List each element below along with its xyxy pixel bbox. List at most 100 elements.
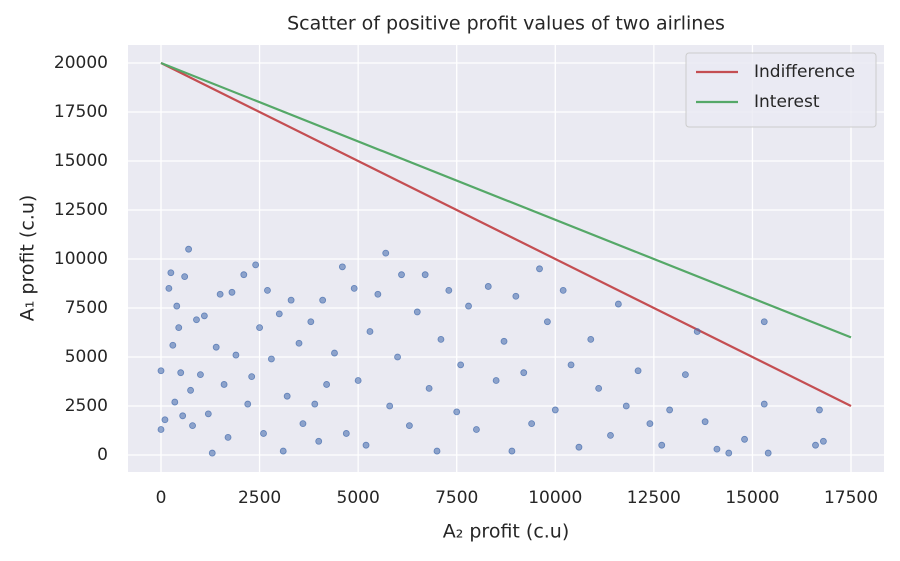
legend-label: Interest (754, 92, 820, 112)
scatter-point (374, 290, 382, 298)
scatter-point (622, 402, 630, 410)
scatter-point (595, 384, 603, 392)
scatter-point (200, 312, 208, 320)
y-tick-label: 0 (97, 445, 108, 465)
chart-title: Scatter of positive profit values of two… (287, 13, 725, 35)
x-tick-label: 5000 (337, 488, 380, 508)
scatter-point (819, 437, 827, 445)
scatter-point (299, 420, 307, 428)
y-tick-label: 7500 (65, 298, 108, 318)
scatter-point (268, 355, 275, 363)
scatter-point (193, 316, 200, 324)
scatter-point (260, 430, 267, 437)
scatter-point (701, 418, 709, 426)
scatter-point (607, 432, 614, 439)
y-tick-label: 5000 (65, 347, 108, 367)
scatter-point (760, 318, 768, 326)
scatter-point (354, 377, 362, 384)
scatter-point (197, 371, 204, 379)
scatter-point (275, 310, 283, 318)
scatter-point (536, 265, 543, 273)
scatter-point (175, 324, 183, 332)
x-axis-label: A₂ profit (c.u) (443, 521, 570, 543)
x-tick-label: 12500 (627, 488, 681, 508)
x-tick-label: 2500 (238, 488, 281, 508)
scatter-point (413, 308, 421, 316)
scatter-point (760, 400, 768, 408)
scatter-point (319, 296, 327, 304)
scatter-point (279, 447, 287, 455)
scatter-point (666, 406, 674, 414)
scatter-point (177, 369, 185, 377)
scatter-point (421, 271, 429, 279)
scatter-point (212, 343, 220, 351)
scatter-point (398, 271, 405, 279)
scatter-point (173, 302, 181, 310)
scatter-point (646, 420, 654, 428)
scatter-point (264, 286, 271, 294)
scatter-point (311, 400, 319, 408)
scatter-point (204, 410, 212, 418)
x-tick-label: 0 (156, 488, 167, 508)
scatter-point (169, 341, 177, 349)
scatter-point (453, 408, 461, 416)
scatter-point (179, 412, 187, 420)
scatter-point (681, 371, 689, 379)
scatter-point (224, 433, 232, 441)
scatter-point (528, 420, 536, 428)
scatter-point (567, 361, 575, 369)
scatter-point (520, 369, 528, 377)
scatter-point (425, 384, 433, 392)
scatter-point (252, 261, 260, 269)
x-tick-label: 17500 (824, 488, 878, 508)
scatter-point (167, 269, 175, 277)
scatter-point (575, 443, 583, 451)
scatter-point (816, 406, 823, 414)
scatter-point (492, 377, 500, 384)
scatter-point (228, 288, 236, 296)
scatter-point (445, 286, 453, 294)
scatter-point (551, 406, 559, 414)
scatter-point (323, 381, 331, 388)
scatter-point (508, 447, 516, 455)
scatter-point (764, 449, 772, 457)
scatter-point (433, 447, 441, 455)
scatter-point (331, 349, 338, 357)
scatter-point (741, 435, 748, 443)
y-tick-label: 2500 (65, 396, 108, 416)
scatter-point (559, 286, 567, 294)
scatter-point (465, 302, 472, 310)
scatter-point (187, 386, 194, 394)
y-tick-label: 20000 (54, 53, 108, 73)
x-tick-label: 15000 (725, 488, 779, 508)
scatter-point (216, 290, 224, 298)
scatter-point (406, 422, 413, 430)
scatter-point (812, 441, 819, 449)
scatter-point (543, 318, 551, 326)
scatter-point (342, 430, 350, 437)
scatter-point (220, 381, 228, 388)
scatter-point (473, 426, 480, 433)
scatter-point (171, 398, 179, 406)
scatter-point (394, 353, 401, 361)
scatter-point (208, 449, 216, 457)
scatter-point (437, 335, 445, 343)
scatter-point (232, 351, 240, 359)
scatter-point (181, 273, 189, 281)
y-tick-label: 12500 (54, 200, 108, 220)
scatter-point (283, 392, 291, 400)
scatter-point (240, 271, 248, 279)
scatter-point (157, 426, 165, 433)
scatter-point (295, 339, 303, 347)
scatter-point (725, 449, 733, 457)
line (160, 61, 852, 339)
scatter-point (713, 445, 721, 453)
scatter-point (189, 422, 196, 430)
scatter-point (634, 367, 642, 375)
scatter-point (386, 402, 394, 410)
scatter-point (256, 324, 263, 332)
scatter-point (614, 300, 622, 308)
scatter-point (362, 441, 370, 449)
y-axis-label: A₁ profit (c.u) (17, 195, 39, 322)
